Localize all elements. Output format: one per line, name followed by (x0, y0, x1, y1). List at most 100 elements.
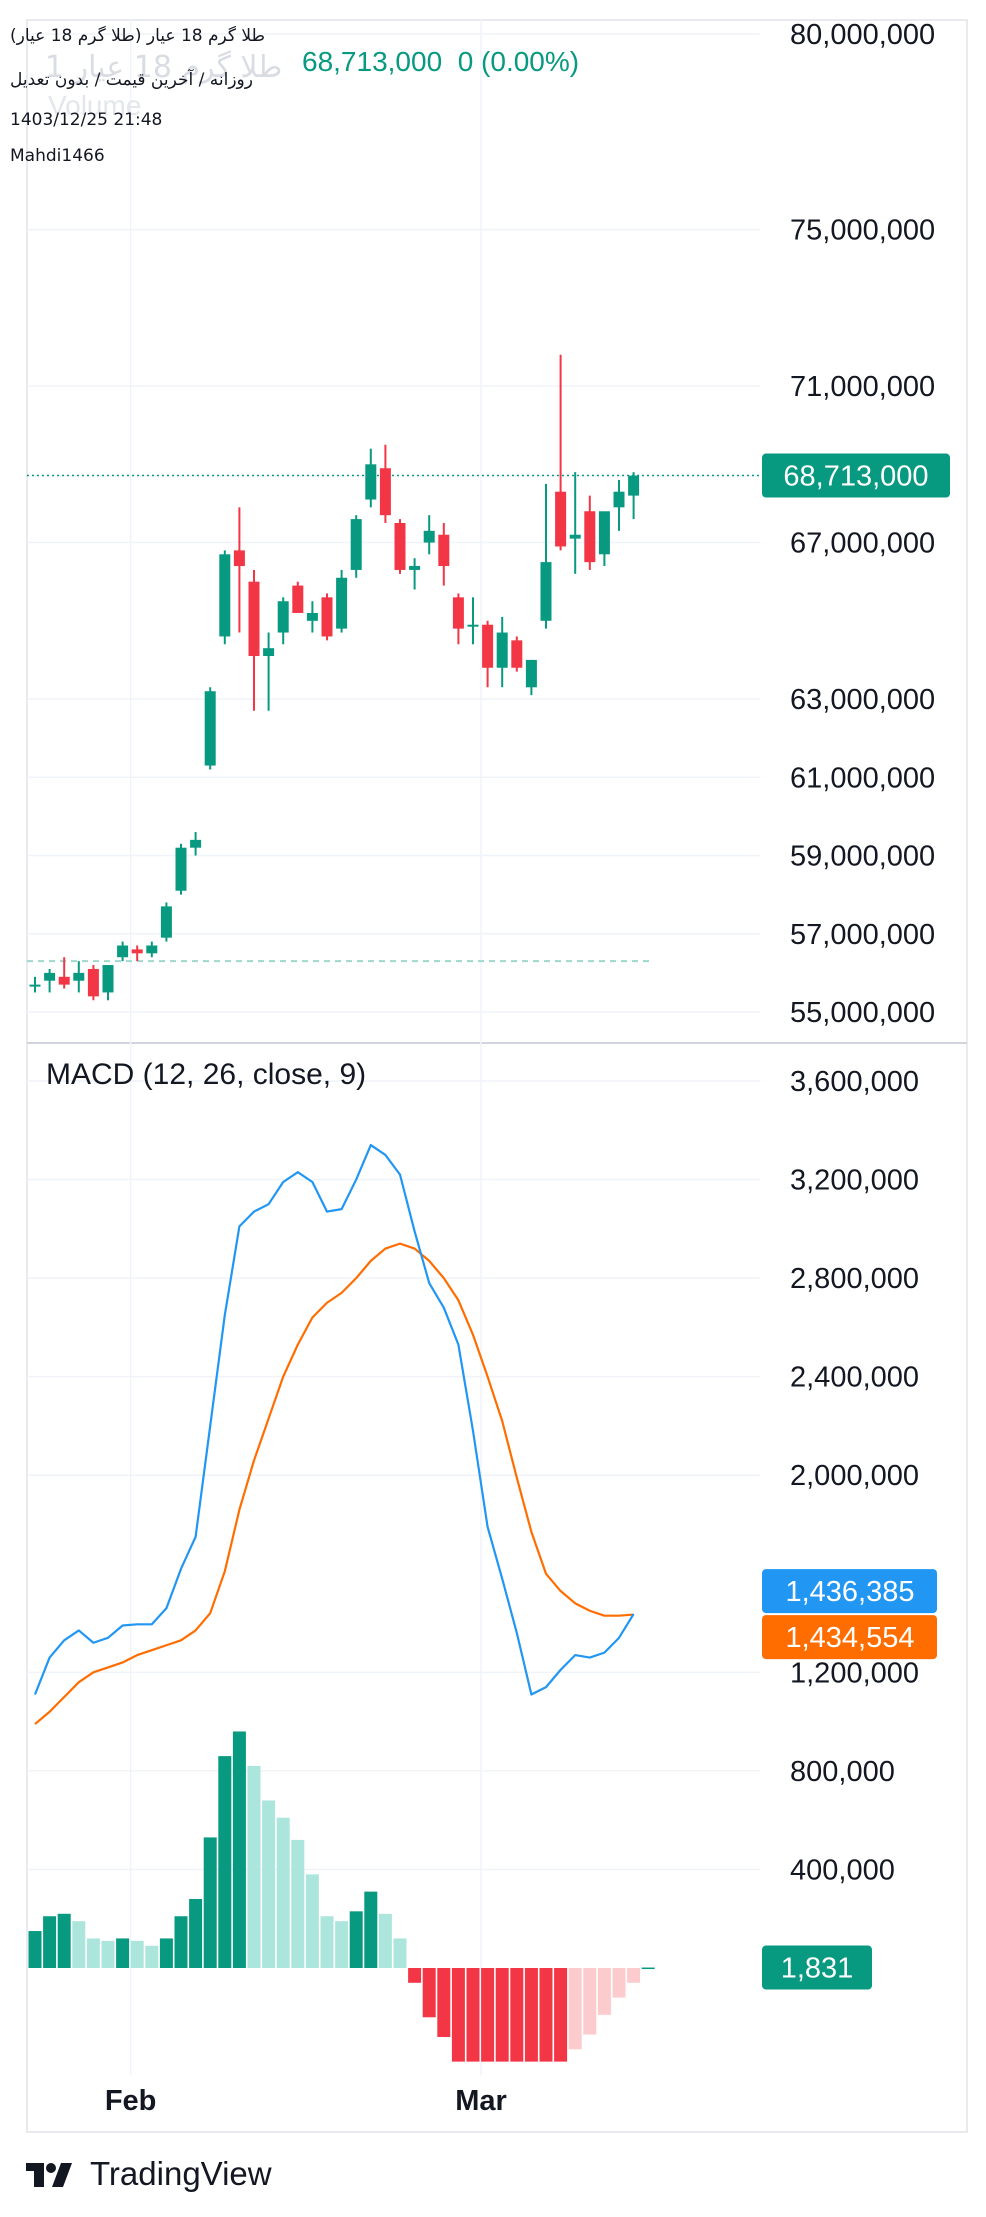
header-change: 0 (0.00%) (457, 46, 580, 77)
candle-body (394, 523, 406, 570)
candle-body (277, 601, 289, 633)
time-axis-tick: Feb (105, 2085, 157, 2117)
macd-line (33, 1143, 635, 1696)
macd-histogram-bar (349, 1911, 363, 1968)
macd-axis-tick: 2,800,000 (790, 1263, 919, 1295)
candle-body (379, 468, 391, 516)
signal-value-badge (762, 1615, 937, 1660)
chart-author: Mahdi1466 (10, 146, 105, 166)
grid (26, 19, 968, 2133)
macd-axis-tick: 2,000,000 (790, 1460, 919, 1492)
macd-histogram-bar (422, 1968, 436, 2018)
chart-subtitle: روزانه / آخرین قیمت / بدون تعدیل (10, 70, 253, 90)
macd-histogram-bar (554, 1968, 568, 2062)
candle-body (496, 632, 508, 668)
last-price-badge (762, 453, 950, 498)
candle-body (321, 597, 333, 637)
candle-body (584, 511, 596, 563)
header-ghost-volume: Volume (48, 90, 142, 121)
macd-axis-tick: 800,000 (790, 1756, 895, 1788)
price-axis-tick: 59,000,000 (790, 841, 935, 873)
macd-histogram-bar (145, 1945, 159, 1968)
candle-body (160, 906, 172, 938)
candle-body (598, 511, 610, 555)
macd-histogram-bar (524, 1968, 538, 2062)
macd-histogram-bar (568, 1968, 582, 2050)
macd-histogram-bar (466, 1968, 480, 2062)
macd-value-badge-label: 1,436,385 (785, 1576, 914, 1608)
macd-histogram-bar (583, 1968, 597, 2035)
price-pane (27, 354, 765, 1001)
brand-logo[interactable]: TradingView (26, 2155, 272, 2193)
macd-histogram-bar (378, 1913, 392, 1968)
macd-histogram-bar (627, 1968, 641, 1983)
price-axis-tick: 57,000,000 (790, 919, 935, 951)
candle-body (248, 581, 260, 657)
candle-body (102, 965, 114, 993)
histogram-value-badge-label: 1,831 (781, 1953, 854, 1985)
macd-histogram-bar (641, 1967, 655, 1970)
candle-body (58, 976, 70, 985)
macd-histogram-bar (218, 1756, 232, 1968)
candle-body (117, 945, 129, 958)
macd-histogram-bar (335, 1921, 349, 1968)
macd-axis-tick: 3,600,000 (790, 1066, 919, 1098)
macd-histogram-bar (174, 1916, 188, 1968)
price-axis-tick: 80,000,000 (790, 19, 935, 51)
candle-body (628, 475, 640, 496)
candle-body (482, 624, 494, 668)
macd-histogram-bar (28, 1931, 42, 1968)
header-price: 68,713,000 (302, 46, 443, 77)
macd-histogram-bar (262, 1800, 276, 1968)
candle-body (423, 530, 435, 543)
candle-body (613, 491, 625, 508)
macd-histogram-bar (130, 1940, 144, 1968)
macd-histogram-bar (451, 1968, 465, 2062)
candle-body (511, 640, 523, 668)
header-price-readout: 68,713,000 0 (0.00%) (302, 46, 579, 78)
macd-histogram-bar (101, 1940, 115, 1968)
macd-histogram-bar (291, 1839, 305, 1968)
macd-histogram-bar (510, 1968, 524, 2062)
candle-body (73, 972, 85, 981)
macd-histogram-bar (597, 1968, 611, 2015)
macd-histogram-bar (57, 1913, 71, 1968)
candle-body (233, 550, 245, 567)
header-ghost-symbol: طلا گرم 18 عیار 1 (45, 50, 283, 85)
chart-datetime: 1403/12/25 21:48 (10, 110, 163, 130)
macd-histogram-bar (189, 1899, 203, 1968)
last-price-badge-label: 68,713,000 (783, 461, 928, 493)
brand-name: TradingView (90, 2155, 272, 2192)
candle-body (87, 968, 99, 997)
macd-histogram-bar (539, 1968, 553, 2062)
macd-histogram-bar (408, 1968, 422, 1983)
macd-histogram-bar (481, 1968, 495, 2062)
macd-histogram-bar (393, 1938, 407, 1968)
candle-body (336, 577, 348, 629)
macd-histogram-bar (232, 1731, 246, 1968)
macd-histogram-bar (320, 1916, 334, 1968)
symbol-title[interactable]: طلا گرم 18 عیار (طلا گرم 18 عیار) (10, 26, 266, 46)
candle-body (190, 839, 202, 848)
candle-body (467, 624, 479, 627)
macd-pane (28, 1143, 655, 2062)
macd-histogram-bar (364, 1891, 378, 1968)
price-axis-tick: 61,000,000 (790, 762, 935, 794)
signal-line (34, 1242, 634, 1725)
macd-histogram-bar (437, 1968, 451, 2037)
macd-title[interactable]: MACD (12, 26, close, 9) (46, 1058, 367, 1091)
candle-body (175, 847, 187, 891)
price-axis-tick: 67,000,000 (790, 528, 935, 560)
candle-body (350, 519, 362, 570)
candle-body (555, 491, 567, 547)
candle-body (452, 597, 464, 629)
candle-body (29, 984, 41, 987)
signal-value-badge-label: 1,434,554 (785, 1622, 914, 1654)
macd-histogram-bar (612, 1968, 626, 1998)
price-axis: 80,000,000 75,000,000 71,000,000 67,000,000… (105, 19, 950, 2117)
macd-histogram-bar (247, 1765, 261, 1968)
candle-body (438, 534, 450, 567)
candle-body (525, 659, 537, 688)
candle-body (365, 464, 377, 500)
